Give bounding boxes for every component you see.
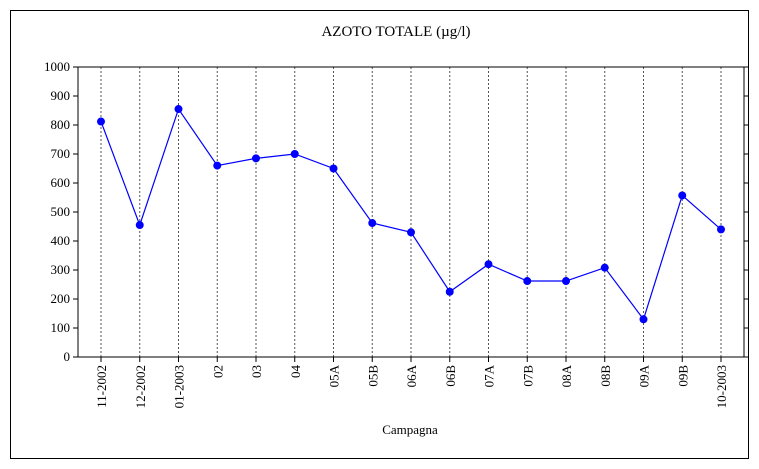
- y-tick-label: 400: [51, 233, 71, 248]
- x-tick-label: 10-2003: [714, 365, 729, 408]
- x-tick-label: 07A: [482, 364, 497, 387]
- x-tick-label: 02: [210, 365, 225, 378]
- y-tick-label: 100: [51, 320, 71, 335]
- data-point: [329, 164, 338, 173]
- x-tick-label: 08B: [598, 365, 613, 387]
- y-tick-label: 300: [51, 262, 71, 277]
- x-tick-label: 08A: [559, 364, 574, 387]
- data-point: [213, 161, 222, 170]
- y-tick-label: 900: [51, 88, 71, 103]
- x-tick-label: 11-2002: [94, 365, 109, 408]
- data-point: [97, 117, 105, 126]
- x-tick-label: 07B: [520, 365, 535, 387]
- x-tick-label: 05B: [365, 365, 380, 387]
- data-point: [368, 219, 377, 228]
- y-tick-label: 0: [64, 349, 71, 364]
- data-point: [174, 105, 183, 114]
- data-point: [290, 150, 299, 158]
- x-axis-label: Campagna: [382, 422, 438, 437]
- data-point: [135, 221, 144, 230]
- x-tick-label: 05A: [327, 364, 342, 387]
- x-tick-label: 12-2002: [133, 365, 148, 408]
- y-tick-label: 500: [51, 204, 71, 219]
- data-point: [562, 277, 570, 286]
- y-tick-label: 700: [51, 146, 71, 161]
- chart-frame: [10, 10, 749, 459]
- y-tick-label: 200: [51, 291, 71, 306]
- x-tick-label: 03: [249, 365, 264, 378]
- data-point: [523, 277, 532, 286]
- x-tick-label: 01-2003: [172, 365, 187, 408]
- data-point: [445, 287, 454, 296]
- x-tick-label: 06A: [404, 364, 419, 387]
- y-tick-label: 600: [51, 175, 71, 190]
- data-point: [484, 260, 493, 269]
- data-point: [407, 228, 415, 237]
- x-tick-label: 09A: [637, 364, 652, 387]
- data-point: [252, 154, 260, 163]
- chart-title: AZOTO TOTALE (µg/l): [321, 24, 470, 40]
- x-tick-label: 06B: [443, 365, 458, 387]
- data-point: [639, 315, 648, 324]
- y-tick-label: 800: [51, 117, 71, 132]
- data-point: [717, 225, 725, 234]
- data-point: [678, 191, 687, 200]
- x-tick-label: 09B: [675, 365, 690, 387]
- data-point: [600, 263, 609, 272]
- y-tick-label: 1000: [44, 59, 70, 74]
- x-tick-label: 04: [288, 365, 303, 379]
